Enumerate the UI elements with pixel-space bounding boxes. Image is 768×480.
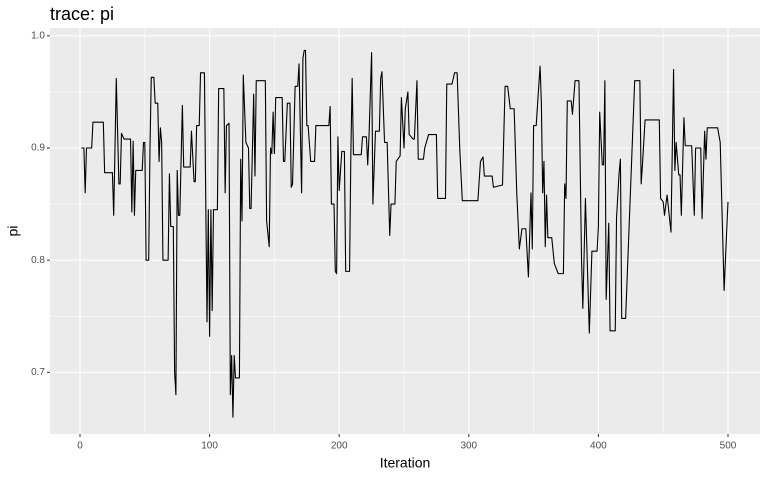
x-tick-label: 500 [720, 441, 737, 452]
y-tick-label: 0.7 [31, 367, 45, 378]
y-axis-title: pi [5, 226, 21, 237]
x-tick-label: 400 [590, 441, 607, 452]
y-tick-label: 0.8 [31, 255, 45, 266]
x-tick-label: 200 [331, 441, 348, 452]
y-tick-label: 1.0 [31, 30, 45, 41]
y-tick-label: 0.9 [31, 143, 45, 154]
x-tick-label: 300 [460, 441, 477, 452]
x-tick-label: 0 [77, 441, 83, 452]
trace-line [81, 49, 729, 418]
x-axis-title: Iteration [380, 455, 431, 471]
x-tick-label: 100 [201, 441, 218, 452]
plot-panel [50, 28, 760, 434]
chart-title: trace: pi [50, 4, 114, 24]
